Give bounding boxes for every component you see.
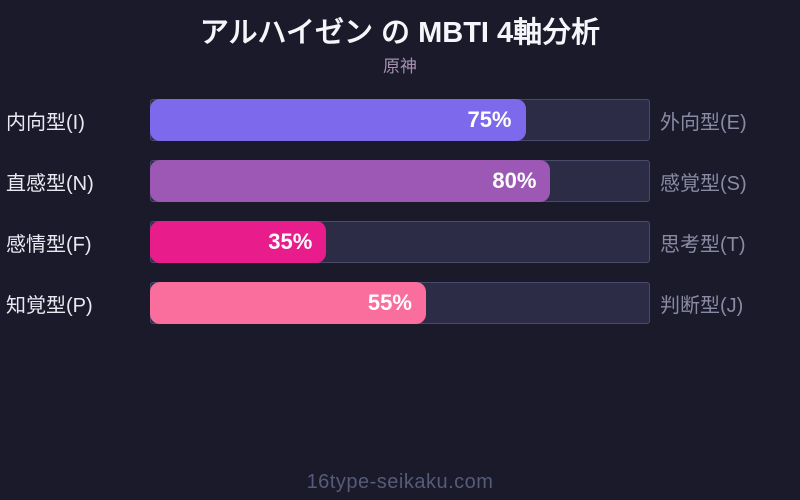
bars-area: 内向型(I) 75% 外向型(E) 直感型(N) 80% 感覚型(S) 感情型(… (0, 99, 800, 324)
bar-track: 75% (150, 99, 650, 141)
axis-left-label: 感情型(F) (6, 233, 92, 256)
bar-track: 35% (150, 221, 650, 263)
bar-fill: 80% (150, 160, 551, 202)
bar-value-label: 75% (467, 107, 512, 132)
watermark-text: 16type-seikaku.com (306, 471, 494, 493)
axis-right-label: 判断型(J) (660, 294, 744, 317)
bar-fill: 55% (150, 282, 426, 324)
axis-right-label: 感覚型(S) (660, 172, 747, 195)
axis-left-label: 内向型(I) (6, 111, 85, 134)
axis-left-label: 直感型(N) (6, 172, 94, 195)
bar-value-label: 55% (367, 290, 412, 315)
axis-row: 感情型(F) 35% 思考型(T) (0, 221, 800, 263)
bar-value-label: 35% (268, 229, 313, 254)
chart-subtitle: 原神 (383, 57, 417, 76)
axis-right-label: 外向型(E) (660, 111, 747, 134)
bar-fill: 75% (150, 99, 526, 141)
axis-left-label: 知覚型(P) (6, 294, 93, 317)
chart-title: アルハイゼン の MBTI 4軸分析 (199, 17, 601, 49)
bar-fill: 35% (150, 221, 327, 263)
bar-track: 80% (150, 160, 650, 202)
bar-value-label: 80% (492, 168, 537, 193)
bar-track: 55% (150, 282, 650, 324)
axis-row: 内向型(I) 75% 外向型(E) (0, 99, 800, 141)
axis-right-label: 思考型(T) (660, 233, 746, 256)
axis-row: 直感型(N) 80% 感覚型(S) (0, 160, 800, 202)
axis-row: 知覚型(P) 55% 判断型(J) (0, 282, 800, 324)
